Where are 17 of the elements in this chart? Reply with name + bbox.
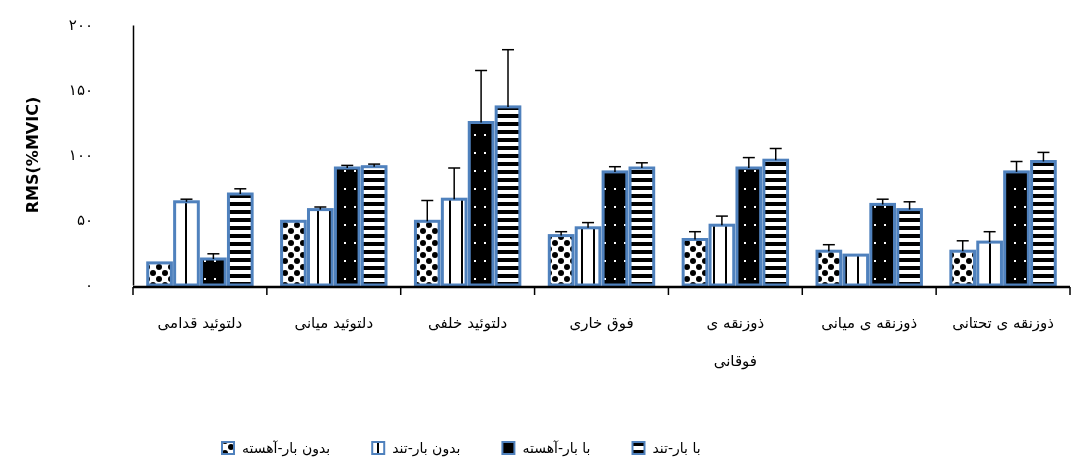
category-label: ذوزنقه ی فوقانی [706, 314, 765, 370]
x-tick-label: دلتوئید خلفی [428, 314, 508, 332]
legend-label: با بار-آهسته [522, 440, 591, 457]
y-tick-label: ۲۰۰ [68, 16, 93, 35]
x-tick-label: ذوزنقه ی میانی [821, 314, 918, 332]
y-tick-label: ۵۰ [76, 211, 93, 230]
legend-label: بدون بار-آهسته [242, 440, 331, 457]
y-tick-label: ۰ [84, 276, 93, 295]
y-tick-label: ۱۵۰ [68, 81, 93, 100]
x-tick-label: دلتوئید میانی [294, 314, 374, 332]
x-tick-label: فوق خاری [569, 314, 634, 332]
legend-label: بدون بار-تند [392, 440, 461, 457]
y-tick-label: ۱۰۰ [68, 146, 93, 165]
x-tick-label: ذوزنقه ی تحتانی [952, 314, 1055, 332]
y-axis-title: RMS(%MVIC) [23, 96, 42, 214]
legend-label: با بار-تند [652, 440, 701, 457]
x-tick-label: دلتوئید قدامی [157, 314, 243, 332]
